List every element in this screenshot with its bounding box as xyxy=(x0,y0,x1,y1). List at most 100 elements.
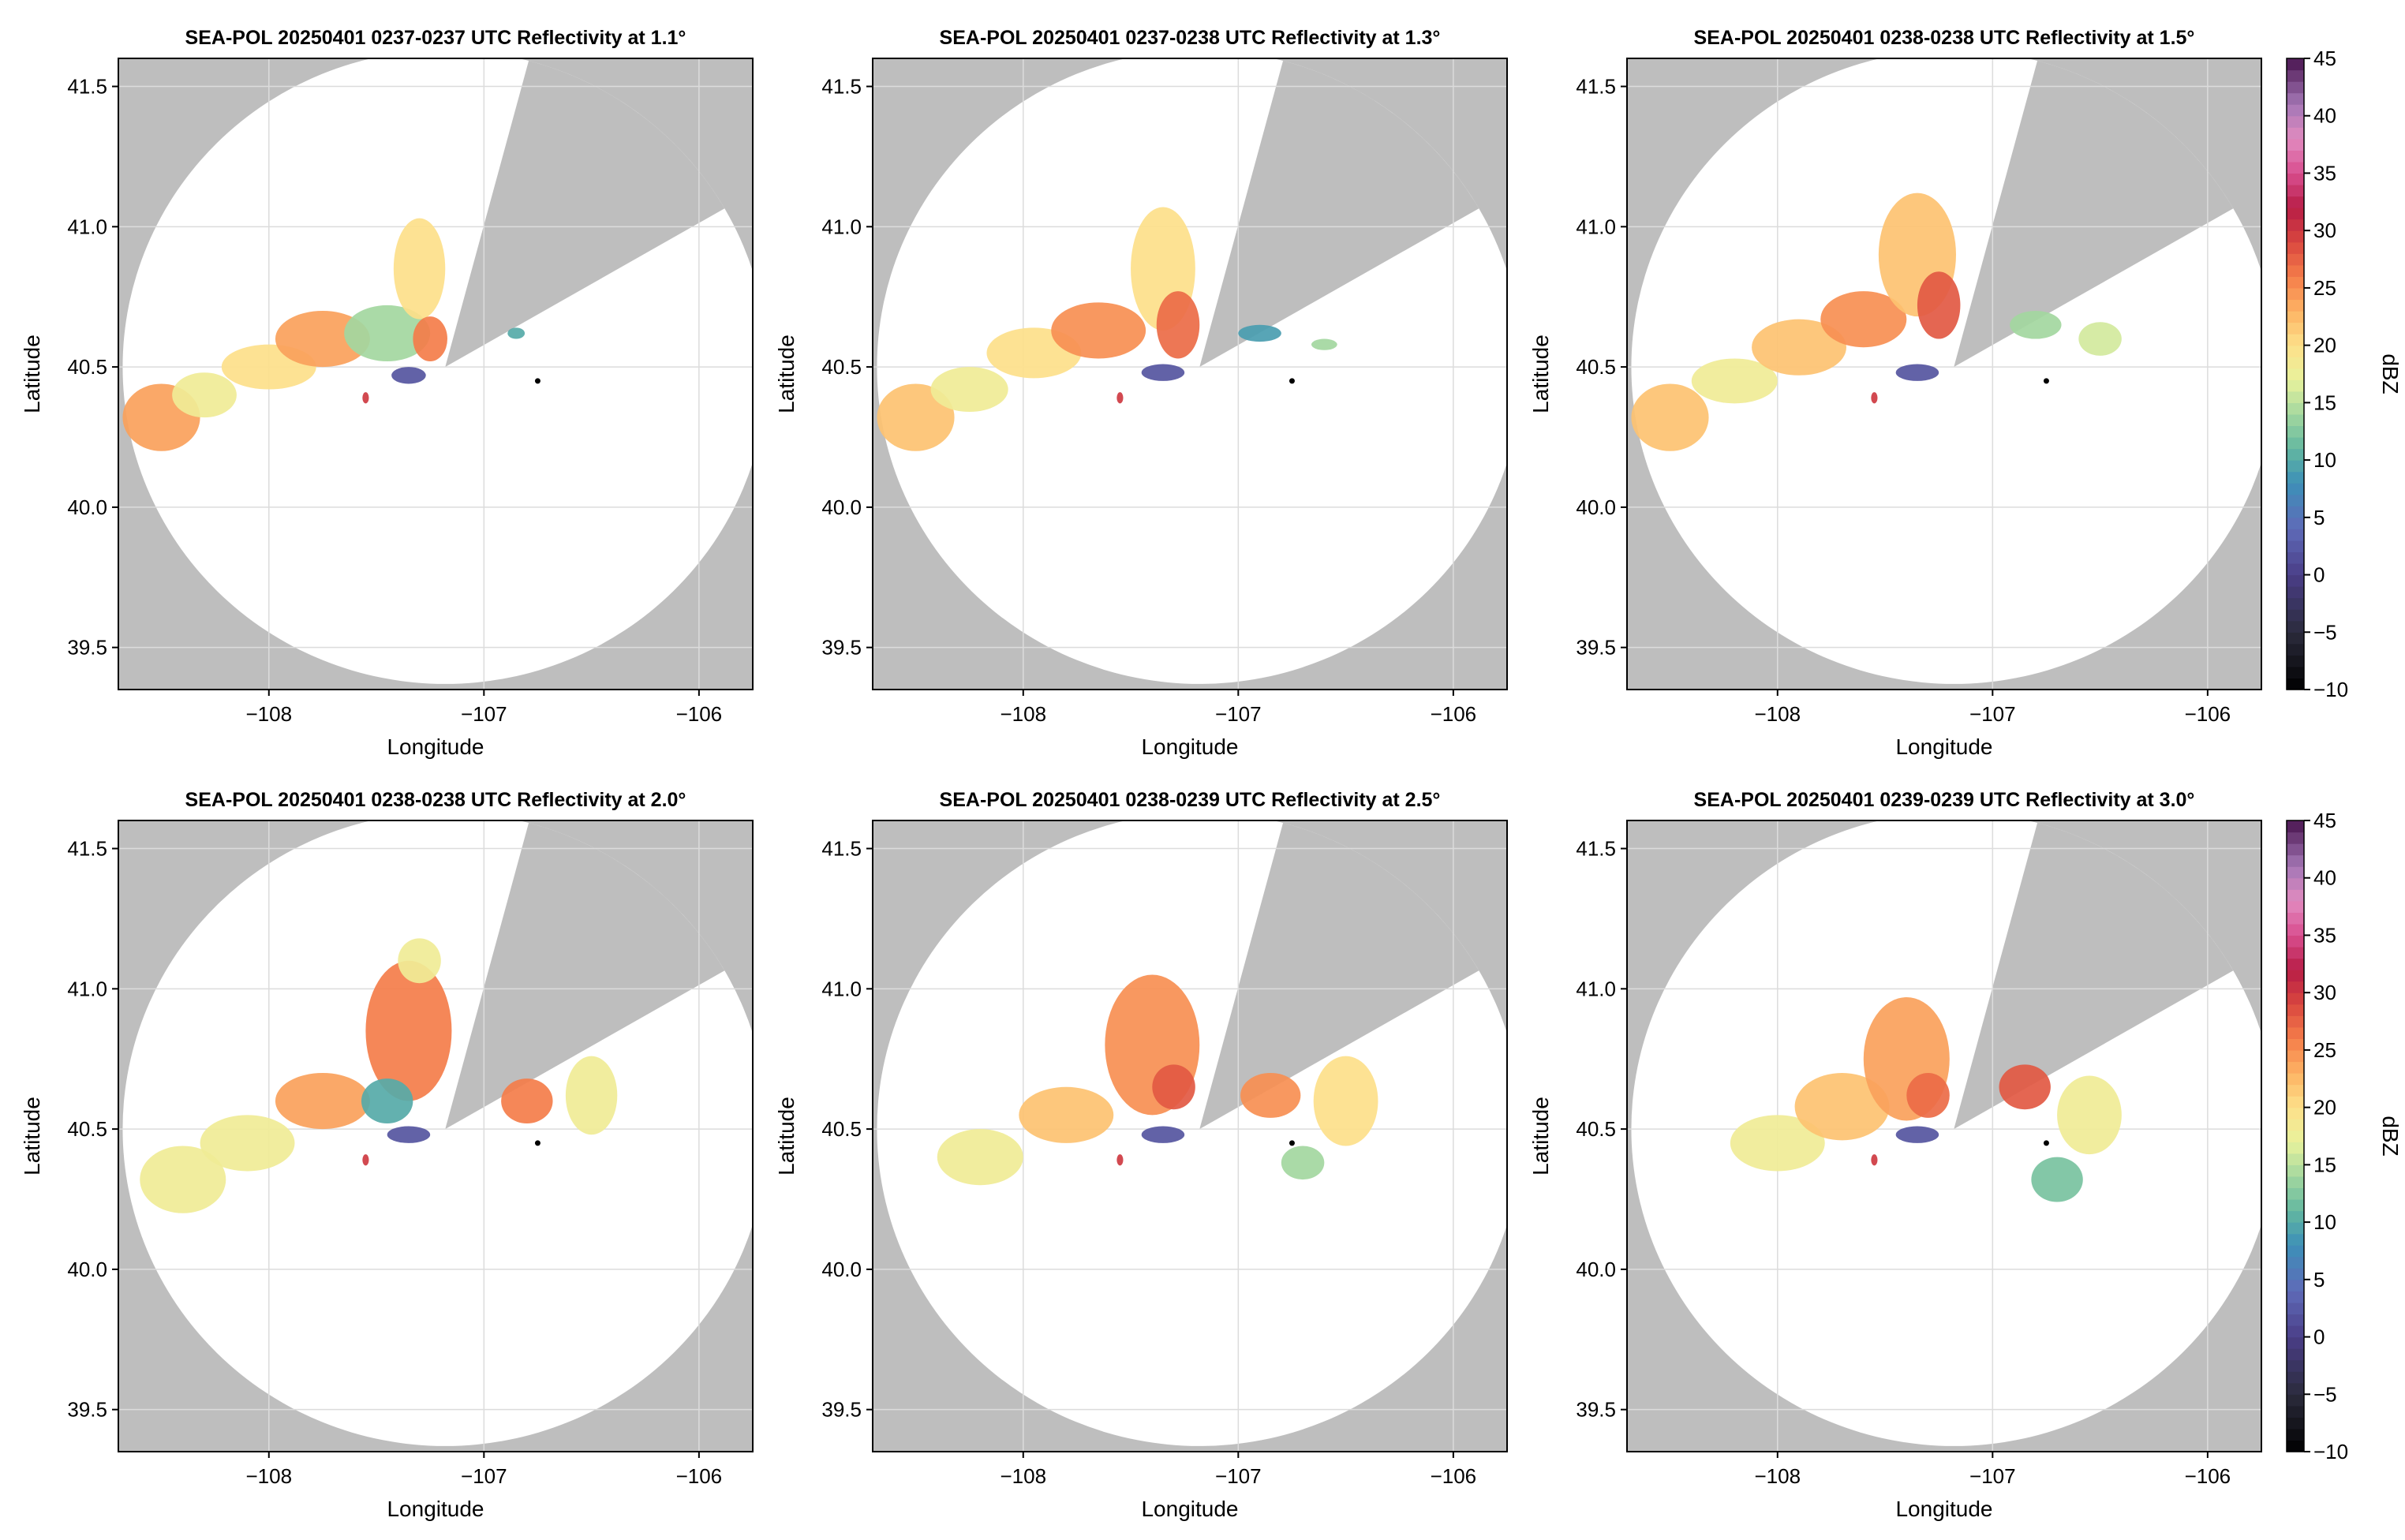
axes-frame xyxy=(118,820,754,1452)
panel-2: −108 −107 −106 39.5 40.0 40.5 41.0 41.5 SEA-POL … xyxy=(774,27,1508,759)
colorbar-segment xyxy=(2287,1038,2304,1051)
colorbar-segment xyxy=(2287,471,2304,484)
colorbar-segment xyxy=(2287,1130,2304,1142)
echo-cell-5 xyxy=(1895,1126,1939,1143)
colorbar-segment xyxy=(2287,1348,2304,1361)
y-tick-label: 40.5 xyxy=(1576,355,1616,379)
colorbar-1: −10 −5 0 5 10 15 20 25 30 35 40 45 dBZ xyxy=(2286,47,2403,701)
y-axis-label: Latitude xyxy=(774,335,799,413)
colorbar-segment xyxy=(2287,299,2304,312)
colorbar-segment xyxy=(2287,161,2304,174)
colorbar-tick-label: 25 xyxy=(2313,276,2336,300)
y-tick-label: 40.5 xyxy=(821,1117,862,1141)
y-axis-label: Latitude xyxy=(1528,1097,1553,1176)
colorbar-segment xyxy=(2287,981,2304,993)
colorbar-segment xyxy=(2287,506,2304,518)
echo-cell-6 xyxy=(393,218,446,320)
colorbar-segment xyxy=(2287,866,2304,879)
colorbar-tick-label: 40 xyxy=(2313,866,2336,890)
colorbar-segment xyxy=(2287,322,2304,335)
echo-cell-7 xyxy=(1895,364,1939,381)
y-tick-label: 40.0 xyxy=(67,495,107,519)
colorbar-segment xyxy=(2287,1268,2304,1280)
colorbar-segment xyxy=(2287,1245,2304,1258)
colorbar-segment xyxy=(2287,391,2304,403)
colorbar-tick-label: −10 xyxy=(2313,678,2348,701)
colorbar-segment xyxy=(2287,551,2304,564)
y-tick-label: 41.0 xyxy=(1576,977,1616,1000)
colorbar-segment xyxy=(2287,483,2304,495)
colorbar-segment xyxy=(2287,586,2304,599)
colorbar-2: −10 −5 0 5 10 15 20 25 30 35 40 45 dBZ xyxy=(2286,809,2403,1463)
colorbar-segment xyxy=(2287,655,2304,667)
colorbar-segment xyxy=(2287,1004,2304,1016)
colorbar-segment xyxy=(2287,1096,2304,1108)
y-axis-label: Latitude xyxy=(20,335,44,413)
echo-cell-9 xyxy=(1281,1146,1325,1180)
colorbar-segment xyxy=(2287,1222,2304,1235)
echo-cell-4 xyxy=(1152,1064,1195,1110)
echo-cell-8 xyxy=(1116,392,1124,404)
echo-cell-9 xyxy=(565,1056,618,1135)
colorbar-segment xyxy=(2287,923,2304,936)
colorbar-frame xyxy=(2286,820,2305,1452)
echo-cell-2 xyxy=(200,1115,295,1172)
panel-title: SEA-POL 20250401 0239-0239 UTC Reflectiv… xyxy=(1694,789,2195,811)
echo-cell-5 xyxy=(1141,1126,1185,1143)
colorbar-segment xyxy=(2287,173,2304,185)
y-tick-label: 41.5 xyxy=(1576,75,1616,99)
x-tick-label: −108 xyxy=(245,1464,292,1488)
colorbar-segment xyxy=(2287,666,2304,679)
y-tick-label: 41.5 xyxy=(821,837,862,861)
colorbar-segment xyxy=(2287,1291,2304,1303)
site-marker xyxy=(2043,378,2049,384)
colorbar-segment xyxy=(2287,276,2304,289)
echo-cell-3 xyxy=(275,1073,370,1130)
colorbar-segment xyxy=(2287,1073,2304,1086)
site-marker xyxy=(1289,1140,1295,1146)
colorbar-segment xyxy=(2287,1405,2304,1418)
colorbar-segment xyxy=(2287,832,2304,844)
colorbar-segment xyxy=(2287,345,2304,357)
colorbar-segment xyxy=(2287,1107,2304,1119)
echo-cell-4 xyxy=(1820,291,1907,348)
colorbar-tick-label: 20 xyxy=(2313,1096,2336,1119)
colorbar-segment xyxy=(2287,402,2304,415)
colorbar-segment xyxy=(2287,1325,2304,1338)
echo-cell-8 xyxy=(501,1078,553,1123)
colorbar-tick-label: −5 xyxy=(2313,1382,2337,1406)
colorbar-tick-label: 0 xyxy=(2313,563,2325,587)
y-tick-label: 39.5 xyxy=(821,636,862,660)
colorbar-segment xyxy=(2287,678,2304,690)
y-tick-label: 39.5 xyxy=(1576,1398,1616,1422)
blocked-sector xyxy=(1199,61,1479,368)
colorbar-segment xyxy=(2287,150,2304,163)
x-tick-label: −108 xyxy=(1754,1464,1801,1488)
echo-cell-8 xyxy=(391,367,426,384)
y-tick-label: 39.5 xyxy=(821,1398,862,1422)
panel-title: SEA-POL 20250401 0238-0238 UTC Reflectiv… xyxy=(1694,27,2195,49)
colorbar-segment xyxy=(2287,115,2304,128)
colorbar-segment xyxy=(2287,448,2304,461)
colorbar-segment xyxy=(2287,1371,2304,1384)
x-tick-label: −107 xyxy=(1969,1464,2016,1488)
colorbar-segment xyxy=(2287,1164,2304,1177)
colorbar-tick-label: 10 xyxy=(2313,1210,2336,1234)
echo-cell-7 xyxy=(1240,1073,1301,1118)
colorbar-tick-label: 45 xyxy=(2313,47,2336,70)
panel-title: SEA-POL 20250401 0238-0239 UTC Reflectiv… xyxy=(940,789,1441,811)
x-tick-label: −108 xyxy=(1754,702,1801,726)
colorbar-segment xyxy=(2287,1302,2304,1315)
colorbar-segment xyxy=(2287,311,2304,323)
y-tick-label: 40.0 xyxy=(821,495,862,519)
colorbar-tick-label: 30 xyxy=(2313,219,2336,242)
panel-title: SEA-POL 20250401 0237-0238 UTC Reflectiv… xyxy=(940,27,1441,49)
blocked-sector xyxy=(1954,823,2234,1130)
y-tick-label: 39.5 xyxy=(67,636,107,660)
echo-cell-6 xyxy=(1917,271,1961,339)
colorbar-segment xyxy=(2287,264,2304,277)
colorbar-segment xyxy=(2287,104,2304,117)
y-tick-label: 40.5 xyxy=(67,355,107,379)
colorbar-segment xyxy=(2287,1210,2304,1223)
colorbar-segment xyxy=(2287,1187,2304,1200)
